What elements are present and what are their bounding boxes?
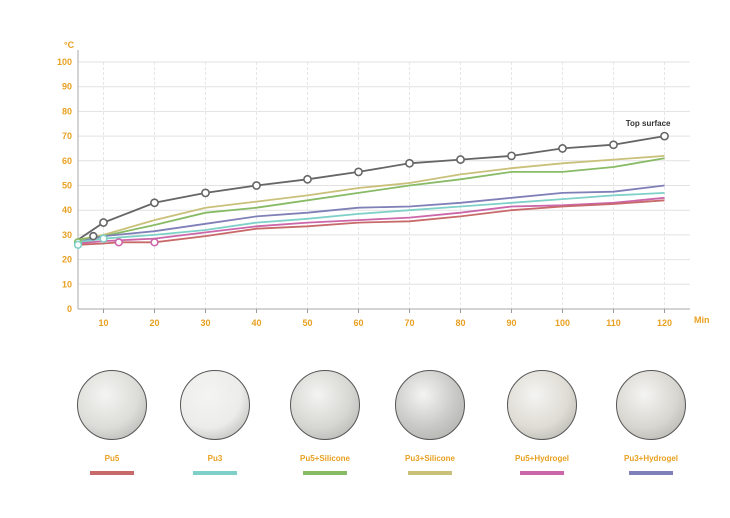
- data-point: [405, 158, 414, 168]
- series-line: [77, 184, 665, 244]
- sample-color-swatch: [629, 471, 673, 475]
- series-line: [77, 196, 665, 245]
- sample-item: Pu5: [67, 370, 157, 475]
- sample-label: Pu3+Silicone: [404, 454, 456, 463]
- y-tick-label: 70: [62, 131, 72, 141]
- x-tick-label: 110: [606, 318, 621, 328]
- sample-label: Pu5+Silicone: [299, 454, 351, 463]
- y-tick-label: 60: [62, 156, 72, 166]
- data-point: [609, 140, 618, 150]
- sample-item: Pu3+Hydrogel: [606, 370, 696, 475]
- sample-item: Pu5+Hydrogel: [497, 370, 587, 475]
- axes: [77, 50, 690, 313]
- x-tick-label: 40: [251, 318, 261, 328]
- annotation-top-surface: Top surface: [626, 119, 671, 128]
- x-tick-label: 60: [353, 318, 363, 328]
- data-point: [507, 151, 516, 161]
- x-tick-label: 20: [149, 318, 159, 328]
- data-point: [252, 181, 261, 190]
- sample-label: Pu3+Hydrogel: [623, 454, 678, 463]
- sample-item: Pu3: [170, 370, 260, 475]
- data-point: [558, 144, 567, 153]
- data-point: [354, 167, 363, 177]
- x-tick-label: 100: [555, 318, 570, 328]
- y-tick-label: 100: [57, 57, 72, 67]
- y-tick-label: 50: [62, 181, 72, 191]
- start-marker: [89, 231, 98, 241]
- y-tick-label: 40: [62, 205, 72, 215]
- data-point: [201, 188, 210, 198]
- sample-color-swatch: [303, 471, 347, 475]
- sample-disc-image: [77, 370, 147, 440]
- y-tick-label: 20: [62, 255, 72, 265]
- x-tick-label: 80: [455, 318, 465, 328]
- sample-label: Pu3: [207, 454, 223, 463]
- sample-disc-image: [616, 370, 686, 440]
- series-line: [77, 157, 665, 241]
- y-tick-label: 0: [67, 304, 72, 314]
- sample-row: Pu5 Pu3 Pu5+Silicone Pu3+Silicone Pu5+Hydrog…: [0, 370, 730, 480]
- sample-color-swatch: [520, 471, 564, 475]
- data-point: [150, 198, 159, 208]
- data-point: [99, 218, 108, 227]
- x-tick-label: 70: [404, 318, 414, 328]
- sample-color-swatch: [193, 471, 237, 475]
- sample-disc-image: [507, 370, 577, 440]
- y-tick-label: 80: [62, 106, 72, 116]
- x-tick-label: 50: [302, 318, 312, 328]
- y-tick-label: 90: [62, 82, 72, 92]
- sample-disc-image: [180, 370, 250, 440]
- y-unit-label: °C: [64, 40, 75, 50]
- sample-item: Pu5+Silicone: [280, 370, 370, 475]
- sample-disc-image: [290, 370, 360, 440]
- series-markers: [73, 131, 669, 249]
- series-line: [77, 199, 665, 246]
- sample-disc-image: [395, 370, 465, 440]
- series-line: [77, 192, 665, 244]
- start-marker: [114, 238, 124, 247]
- sample-item: Pu3+Silicone: [385, 370, 475, 475]
- series-line: [77, 155, 665, 241]
- data-point: [660, 131, 669, 141]
- x-tick-label: 90: [506, 318, 516, 328]
- axis-labels: 0 10 20 30 40 50 60 70 80 90 100 10 20 30 40 50 60 70 80 90…: [57, 40, 710, 328]
- x-tick-label: 10: [98, 318, 108, 328]
- x-tick-label: 120: [657, 318, 672, 328]
- series-lines: [77, 135, 665, 246]
- sample-color-swatch: [408, 471, 452, 475]
- x-unit-label: Min: [694, 315, 710, 325]
- start-marker: [99, 234, 108, 243]
- y-tick-label: 10: [62, 279, 72, 289]
- series-line: [77, 135, 665, 241]
- x-tick-label: 30: [200, 318, 210, 328]
- data-point: [456, 155, 465, 164]
- sample-color-swatch: [90, 471, 134, 475]
- temperature-chart: 0 10 20 30 40 50 60 70 80 90 100 10 20 30 40 50 60 70 80 90…: [57, 40, 710, 328]
- sample-label: Pu5+Hydrogel: [514, 454, 569, 463]
- start-marker: [150, 238, 159, 247]
- data-point: [303, 174, 312, 184]
- start-marker: [73, 240, 83, 249]
- sample-label: Pu5: [104, 454, 120, 463]
- y-tick-label: 30: [62, 230, 72, 240]
